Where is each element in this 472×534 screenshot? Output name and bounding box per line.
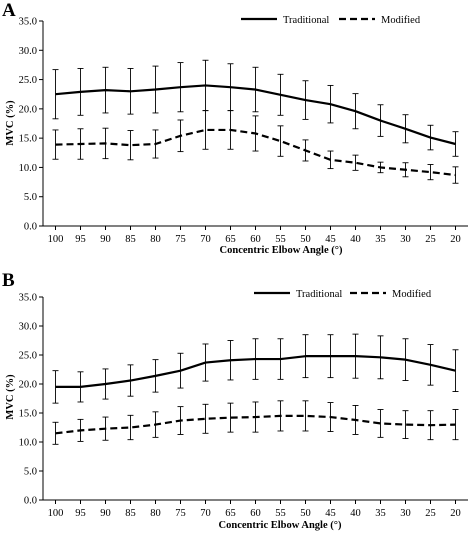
panel-b-x-tick-label: 90 (100, 508, 111, 519)
panel-a-y-tick-label: 25.0 (19, 75, 37, 86)
panel-a-x-tick-label: 35 (375, 234, 386, 245)
panel-b-modified-error-bar (127, 414, 134, 441)
panel-a-x-tick-label: 95 (75, 234, 86, 245)
panel-a-x-tick-label: 60 (250, 234, 261, 245)
panel-b-y-tick-label: 25.0 (19, 351, 37, 362)
panel-a-x-tick-label: 70 (200, 234, 211, 245)
panel-b-x-tick-label: 80 (150, 508, 161, 519)
panel-a-plot: 0.0 5.0 10.0 15.0 20.0 25.0 30.0 35.0 100 95 90 85 8… (19, 17, 468, 245)
panel-b-modified-series-line (55, 414, 456, 435)
panel-b-modified-error-bar (202, 403, 209, 434)
panel-a-x-tick-label: 80 (150, 234, 161, 245)
panel-b-modified-error-bar (302, 400, 309, 432)
panel-a-x-tick-label: 85 (125, 234, 136, 245)
panel-a-modified-error-bar (202, 110, 209, 150)
panel-a-modified-error-bar (452, 166, 459, 184)
panel-a-x-tick-label: 45 (325, 234, 336, 245)
panel-b-legend: Traditional Modified (254, 289, 432, 300)
panel-b-x-axis-title: Concentric Elbow Angle (°) (219, 520, 342, 531)
panel-a-x-axis-title: Concentric Elbow Angle (°) (220, 245, 343, 256)
panel-b-x-tick-label: 40 (350, 508, 361, 519)
panel-a-y-tick-label: 0.0 (24, 222, 37, 233)
panel-a-x-tick-label: 100 (48, 234, 64, 245)
panel-a-x-tick-label: 30 (400, 234, 411, 245)
panel-b-y-tick-label: 20.0 (19, 380, 37, 391)
panel-a-traditional-series-line (55, 84, 456, 146)
panel-b-legend-traditional-label: Traditional (296, 289, 342, 300)
panel-b-y-tick-label: 10.0 (19, 438, 37, 449)
panel-b-y-tick-label: 35.0 (19, 293, 37, 304)
panel-a-y-tick-label: 35.0 (19, 17, 37, 28)
panel-b-x-tick-label: 100 (48, 508, 64, 519)
panel-a-y-axis-title: MVC (%) (5, 100, 16, 146)
panel-b-letter: B (2, 270, 15, 291)
panel-b-y-tick-label: 5.0 (24, 467, 37, 478)
panel-b-modified-error-bar (452, 409, 459, 441)
panel-b-x-tick-label: 35 (375, 508, 386, 519)
panel-b-x-tick-label: 50 (300, 508, 311, 519)
panel-a-traditional-error-bar (52, 69, 59, 120)
panel-b-legend-modified-label: Modified (392, 289, 432, 300)
panel-b-x-tick-label: 20 (450, 508, 461, 519)
panel-b-modified-error-bar (227, 402, 234, 433)
panel-b: B 0.0 5.0 10.0 15.0 20.0 25.0 30.0 35.0 100 95 90 8… (2, 270, 468, 531)
panel-a-letter: A (2, 0, 16, 21)
panel-a-x-tick-label: 40 (350, 234, 361, 245)
panel-a-legend: Traditional Modified (241, 15, 421, 26)
panel-a-x-tick-label: 20 (450, 234, 461, 245)
panel-a-modified-error-bar (127, 130, 134, 161)
panel-a-x-tick-label: 90 (100, 234, 111, 245)
panel-a-modified-series-line (55, 128, 456, 177)
panel-b-x-tick-label: 55 (275, 508, 286, 519)
panel-b-traditional-series-line (55, 355, 456, 388)
panel-a-y-tick-label: 10.0 (19, 163, 37, 174)
panel-a-y-tick-label: 5.0 (24, 192, 37, 203)
panel-a-x-tick-label: 55 (275, 234, 286, 245)
panel-b-y-axis-title: MVC (%) (5, 374, 16, 420)
panel-b-x-tick-label: 60 (250, 508, 261, 519)
panel-a-x-tick-label: 75 (175, 234, 186, 245)
panel-b-x-tick-label: 95 (75, 508, 86, 519)
panel-a-x-tick-label: 25 (425, 234, 436, 245)
panel-a-y-tick-label: 20.0 (19, 104, 37, 115)
panel-b-x-tick-label: 85 (125, 508, 136, 519)
panel-a-y-tick-label: 15.0 (19, 134, 37, 145)
panel-b-x-tick-label: 75 (175, 508, 186, 519)
panel-b-plot: 0.0 5.0 10.0 15.0 20.0 25.0 30.0 35.0 100 95 90 85 8… (19, 293, 468, 519)
panel-b-y-tick-label: 15.0 (19, 409, 37, 420)
panel-b-x-tick-label: 65 (225, 508, 236, 519)
panel-a-legend-modified-label: Modified (381, 15, 421, 26)
panel-a-x-tick-label: 50 (300, 234, 311, 245)
panel-b-x-tick-label: 45 (325, 508, 336, 519)
panel-a-x-tick-label: 65 (225, 234, 236, 245)
panel-b-modified-error-bar (402, 410, 409, 439)
panel-b-y-tick-label: 30.0 (19, 322, 37, 333)
panel-b-modified-error-bar (377, 409, 384, 438)
panel-a: A 0.0 5.0 10.0 15.0 20.0 25.0 30.0 35.0 100 95 90 8… (2, 0, 468, 256)
panel-b-y-tick-label: 0.0 (24, 496, 37, 507)
panel-a-modified-error-bar (427, 164, 434, 181)
panel-a-modified-error-bar (352, 154, 359, 171)
panel-a-legend-traditional-label: Traditional (283, 15, 329, 26)
panel-b-x-tick-label: 25 (425, 508, 436, 519)
panel-a-y-tick-label: 30.0 (19, 46, 37, 57)
panel-b-x-tick-label: 30 (400, 508, 411, 519)
panel-b-x-tick-label: 70 (200, 508, 211, 519)
panel-a-modified-error-bar (277, 125, 284, 157)
